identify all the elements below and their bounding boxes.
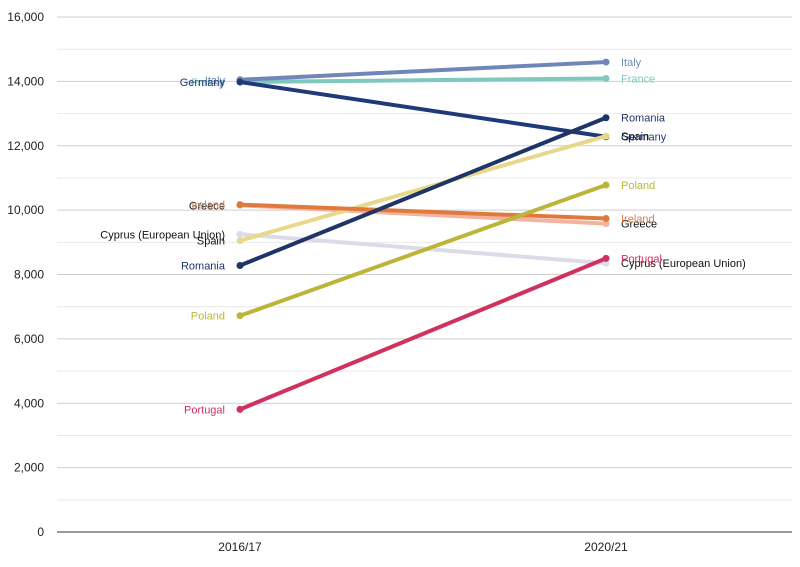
y-tick-label: 12,000 bbox=[7, 139, 44, 153]
series-label-right-germany: Germany bbox=[621, 132, 667, 144]
series-label-right-romania: Romania bbox=[621, 113, 666, 125]
series-label-left-portugal: Portugal bbox=[184, 404, 225, 416]
data-point-germany bbox=[236, 78, 244, 86]
data-point-portugal bbox=[236, 405, 244, 413]
series-label-left-poland: Poland bbox=[191, 311, 225, 323]
data-point-romania bbox=[236, 261, 244, 269]
data-point-poland bbox=[236, 312, 244, 320]
y-tick-label: 16,000 bbox=[7, 10, 44, 24]
series-label-left-ireland: Ireland bbox=[191, 200, 225, 212]
y-tick-label: 14,000 bbox=[7, 74, 44, 88]
x-axis: 2016/17 2020/21 bbox=[218, 540, 628, 554]
y-axis: 0 2,000 4,000 6,000 8,000 10,000 12,000 14,000 1… bbox=[7, 10, 44, 539]
data-point-cyprus-european-union bbox=[236, 230, 244, 238]
data-point-portugal bbox=[602, 254, 610, 262]
data-point-greece bbox=[602, 220, 610, 228]
series-label-left-france: France bbox=[191, 77, 225, 89]
data-point-romania bbox=[602, 114, 610, 122]
series-line-germany bbox=[238, 80, 608, 139]
data-point-spain bbox=[602, 132, 610, 140]
series-line-spain bbox=[238, 134, 608, 243]
y-tick-label: 0 bbox=[37, 525, 44, 539]
series-label-right-ireland: Ireland bbox=[621, 213, 655, 225]
series-lines bbox=[236, 58, 610, 413]
series-label-left-italy: Italy bbox=[205, 75, 226, 87]
series-label-left-romania: Romania bbox=[181, 260, 226, 272]
data-point-spain bbox=[236, 237, 244, 245]
y-tick-label: 6,000 bbox=[14, 332, 44, 346]
series-label-right-cyprus-european-union: Cyprus (European Union) bbox=[621, 258, 746, 270]
series-label-left-spain: Spain bbox=[197, 236, 225, 248]
series-labels: Cyprus (European Union) Cyprus (European … bbox=[100, 57, 745, 416]
series-line-poland bbox=[238, 183, 608, 318]
series-label-right-greece: Greece bbox=[621, 219, 657, 231]
gridlines bbox=[57, 16, 792, 533]
series-label-right-italy: Italy bbox=[621, 57, 642, 69]
y-tick-label: 10,000 bbox=[7, 203, 44, 217]
series-label-right-spain: Spain bbox=[621, 131, 649, 143]
data-point-italy bbox=[602, 58, 610, 66]
series-label-left-greece: Greece bbox=[189, 200, 225, 212]
series-label-right-portugal: Portugal bbox=[621, 253, 662, 265]
series-line-ireland bbox=[238, 202, 608, 221]
series-label-right-france: France bbox=[621, 73, 655, 85]
data-point-france bbox=[602, 74, 610, 82]
y-tick-label: 2,000 bbox=[14, 461, 44, 475]
series-line-italy bbox=[238, 60, 608, 82]
y-tick-label: 4,000 bbox=[14, 396, 44, 410]
series-line-romania bbox=[238, 115, 608, 268]
series-label-right-poland: Poland bbox=[621, 180, 655, 192]
series-line-portugal bbox=[238, 256, 608, 412]
data-point-ireland bbox=[602, 214, 610, 222]
data-point-poland bbox=[602, 181, 610, 189]
series-label-left-germany: Germany bbox=[180, 77, 226, 89]
x-tick-label: 2016/17 bbox=[218, 540, 262, 554]
data-point-cyprus-european-union bbox=[602, 259, 610, 267]
data-point-ireland bbox=[236, 201, 244, 209]
series-label-left-cyprus-european-union: Cyprus (European Union) bbox=[100, 229, 225, 241]
series-line-france bbox=[238, 76, 608, 85]
y-tick-label: 8,000 bbox=[14, 268, 44, 282]
x-tick-label: 2020/21 bbox=[584, 540, 628, 554]
